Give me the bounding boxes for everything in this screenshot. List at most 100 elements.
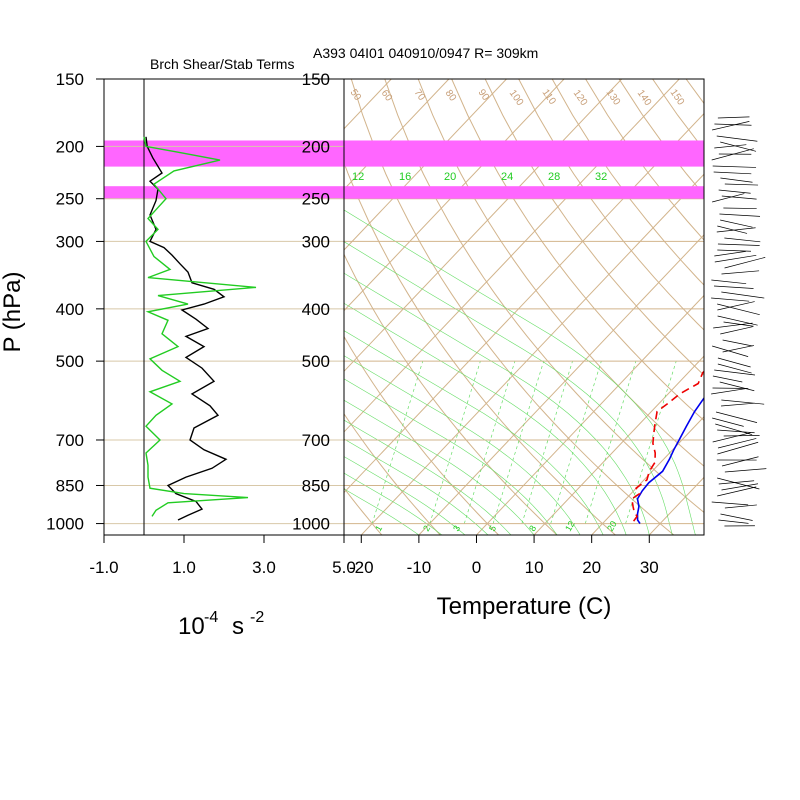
x-tick-label: 5.0 [332, 558, 356, 577]
x-tick-label: 30 [640, 558, 659, 577]
wind-barb [717, 315, 758, 326]
wind-barb [723, 321, 754, 327]
y-tick-label: 700 [56, 431, 84, 450]
x-label-base: 10 [178, 613, 205, 640]
mixing-ratio-label: 2 [421, 524, 432, 533]
dry-adiabat [344, 253, 558, 535]
y-tick-label: 150 [302, 70, 330, 89]
wind-barb [722, 339, 753, 347]
wind-barb [720, 326, 753, 335]
mixing-ratio-line [584, 361, 637, 524]
moist-adiabat [344, 472, 443, 535]
x-label-exp: -4 [204, 609, 218, 626]
isotherm [591, 416, 704, 535]
mixing-ratio-label: 8 [527, 524, 538, 533]
mixing-ratio-line [521, 361, 573, 524]
left-x-ticks: -1.0 1.0 3.0 5.0 [89, 535, 356, 577]
dry-adiabat-label: 110 [540, 87, 558, 107]
wind-barb [717, 303, 760, 316]
mixing-ratio-line [371, 361, 424, 524]
y-tick-label: 700 [302, 431, 330, 450]
wind-barb [712, 432, 751, 443]
x-tick-label: 0 [472, 558, 481, 577]
right-plot-frame [343, 78, 705, 536]
y-tick-label: 200 [56, 137, 84, 156]
wind-barb [714, 123, 752, 126]
wind-barb [717, 116, 750, 119]
y-tick-label: 250 [56, 190, 84, 209]
wind-barb [712, 193, 745, 203]
left-panel-title: Brch Shear/Stab Terms [150, 56, 294, 72]
wind-barb [714, 369, 756, 376]
isotherm-label: 24 [501, 171, 513, 183]
y-tick-label: 500 [56, 352, 84, 371]
y-tick-label: 400 [302, 300, 330, 319]
y-tick-label: 200 [302, 137, 330, 156]
x-tick-label: 20 [582, 558, 601, 577]
moist-adiabat [344, 378, 558, 535]
wind-barb [722, 345, 755, 353]
wind-barb [721, 195, 757, 200]
wind-barb [714, 254, 757, 263]
mixing-ratio-label: 1 [373, 524, 384, 533]
moist-adiabat [344, 355, 581, 535]
x-tick-label: -10 [407, 558, 432, 577]
mixing-ratio-label: 12 [563, 519, 577, 533]
shear-stability-panel: 150 200 250 300 400 500 700 850 1000 -1.0 1.0 3.0 5… [46, 70, 356, 577]
mixing-ratio-line [492, 361, 545, 524]
y-tick-label: 300 [56, 232, 84, 251]
right-x-axis-label: Temperature (C) [437, 593, 612, 620]
isotherm-label: 12 [352, 171, 364, 183]
moist-adiabat [344, 438, 489, 535]
dry-adiabat-label: 100 [507, 88, 526, 108]
wind-barb [713, 322, 753, 329]
left-x-axis-label: 10 -4 s -2 [178, 609, 264, 640]
wind-barb [715, 411, 758, 423]
wind-barb [724, 257, 766, 269]
dry-adiabat [344, 412, 441, 535]
x-label-unit: s [232, 613, 244, 640]
y-axis-label: P (hPa) [0, 272, 26, 353]
moist-adiabat [344, 399, 535, 535]
wind-barb [724, 468, 767, 473]
isotherm [533, 355, 704, 535]
mixing-ratio-label: 3 [451, 524, 462, 533]
wind-barb [717, 225, 748, 234]
moist-adiabat [344, 419, 512, 535]
moist-adiabat [344, 488, 420, 535]
isotherm-label: 32 [595, 171, 607, 183]
dry-adiabat [787, 79, 800, 535]
wind-barb [720, 177, 753, 183]
y-tick-label: 850 [56, 476, 84, 495]
highlight-band [344, 140, 704, 167]
dry-adiabat [344, 487, 383, 535]
x-tick-label: 10 [525, 558, 544, 577]
dry-adiabat-label: 50 [348, 87, 364, 103]
wind-barb [724, 504, 757, 509]
y-tick-label: 500 [302, 352, 330, 371]
wind-barb [721, 291, 765, 299]
isotherm [476, 294, 704, 535]
right-y-ticks: 150 200 250 300 400 500 700 850 1000 [292, 70, 330, 534]
wind-barb [715, 423, 753, 436]
wind-barb [720, 219, 753, 228]
wind-barb [721, 402, 755, 407]
isotherm [418, 234, 704, 535]
wind-barb [717, 363, 752, 374]
dry-adiabat-label: 140 [635, 88, 654, 108]
left-y-ticks: 150 200 250 300 400 500 700 850 1000 [46, 70, 104, 534]
wind-barb [713, 285, 754, 289]
mixing-ratio-line [429, 361, 481, 524]
wind-barb [717, 438, 757, 449]
wind-barb [714, 144, 747, 149]
wind-barb [718, 519, 749, 524]
wind-barb [714, 251, 746, 257]
dry-adiabat-label: 130 [604, 87, 623, 107]
temperature-profile [636, 396, 704, 525]
wind-barb [712, 345, 749, 357]
wind-barb [721, 270, 760, 275]
highlight-band [344, 186, 704, 199]
wind-barb [723, 207, 757, 209]
dry-adiabat-label: 80 [443, 88, 459, 104]
